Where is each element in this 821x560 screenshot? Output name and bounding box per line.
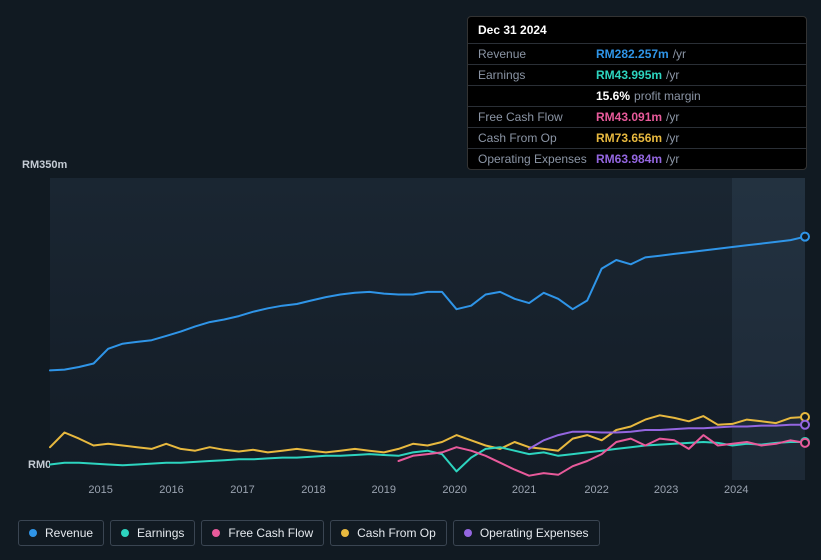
tooltip-row-label: Revenue xyxy=(478,47,596,61)
legend-item-cash-from-op[interactable]: Cash From Op xyxy=(330,520,447,546)
tooltip-row-value: RM63.984m xyxy=(596,152,662,166)
chart-legend: Revenue Earnings Free Cash Flow Cash From O… xyxy=(18,520,600,546)
x-axis-tick: 2022 xyxy=(584,484,608,496)
series-end-marker-fcf xyxy=(801,439,809,447)
x-axis-tick: 2019 xyxy=(371,484,395,496)
legend-item-label: Revenue xyxy=(45,526,93,540)
legend-dot-icon xyxy=(464,529,472,537)
x-axis-tick: 2021 xyxy=(512,484,536,496)
tooltip-row-label: Earnings xyxy=(478,68,596,82)
tooltip-row-suffix: /yr xyxy=(666,110,679,124)
legend-item-revenue[interactable]: Revenue xyxy=(18,520,104,546)
tooltip-row-label: Free Cash Flow xyxy=(478,110,596,124)
tooltip-row-value: 15.6% xyxy=(596,89,630,103)
legend-item-free-cash-flow[interactable]: Free Cash Flow xyxy=(201,520,324,546)
legend-item-label: Free Cash Flow xyxy=(228,526,313,540)
tooltip-row: RevenueRM282.257m/yr xyxy=(468,43,806,64)
tooltip-row: 15.6% profit margin xyxy=(468,85,806,106)
x-axis-tick: 2023 xyxy=(654,484,678,496)
legend-item-label: Operating Expenses xyxy=(480,526,589,540)
chart-lines xyxy=(50,178,805,480)
tooltip-row: Operating ExpensesRM63.984m/yr xyxy=(468,148,806,169)
tooltip-row-suffix: /yr xyxy=(666,68,679,82)
y-axis-max-label: RM350m xyxy=(22,159,67,171)
tooltip-row-label xyxy=(478,89,596,103)
tooltip-row: Free Cash FlowRM43.091m/yr xyxy=(468,106,806,127)
tooltip-row-value: RM73.656m xyxy=(596,131,662,145)
legend-item-label: Earnings xyxy=(137,526,184,540)
legend-dot-icon xyxy=(212,529,220,537)
x-axis-tick: 2020 xyxy=(442,484,466,496)
chart-plot-area[interactable] xyxy=(50,178,805,480)
series-end-marker-opex xyxy=(801,421,809,429)
tooltip-row-label: Cash From Op xyxy=(478,131,596,145)
legend-item-earnings[interactable]: Earnings xyxy=(110,520,195,546)
tooltip-row-suffix: /yr xyxy=(666,152,679,166)
x-axis-tick: 2017 xyxy=(230,484,254,496)
tooltip-row: Cash From OpRM73.656m/yr xyxy=(468,127,806,148)
x-axis: 2015 2016 2017 2018 2019 2020 2021 2022 2023 2024 xyxy=(50,484,805,500)
tooltip-row: EarningsRM43.995m/yr xyxy=(468,64,806,85)
tooltip-date: Dec 31 2024 xyxy=(468,17,806,43)
tooltip-row-suffix: /yr xyxy=(666,131,679,145)
legend-dot-icon xyxy=(29,529,37,537)
legend-item-label: Cash From Op xyxy=(357,526,436,540)
series-line-revenue xyxy=(50,237,805,371)
tooltip-row-suffix: /yr xyxy=(673,47,686,61)
x-axis-tick: 2018 xyxy=(301,484,325,496)
legend-item-operating-expenses[interactable]: Operating Expenses xyxy=(453,520,600,546)
tooltip-row-value: RM43.091m xyxy=(596,110,662,124)
series-end-marker-revenue xyxy=(801,233,809,241)
tooltip-row-value: RM43.995m xyxy=(596,68,662,82)
tooltip-row-value: RM282.257m xyxy=(596,47,669,61)
tooltip-row-label: Operating Expenses xyxy=(478,152,596,166)
x-axis-tick: 2016 xyxy=(159,484,183,496)
tooltip-row-suffix: profit margin xyxy=(634,89,701,103)
legend-dot-icon xyxy=(121,529,129,537)
legend-dot-icon xyxy=(341,529,349,537)
x-axis-tick: 2024 xyxy=(724,484,748,496)
y-axis-min-label: RM0 xyxy=(28,459,51,471)
x-axis-tick: 2015 xyxy=(88,484,112,496)
chart-tooltip: Dec 31 2024 RevenueRM282.257m/yrEarnings… xyxy=(467,16,807,170)
